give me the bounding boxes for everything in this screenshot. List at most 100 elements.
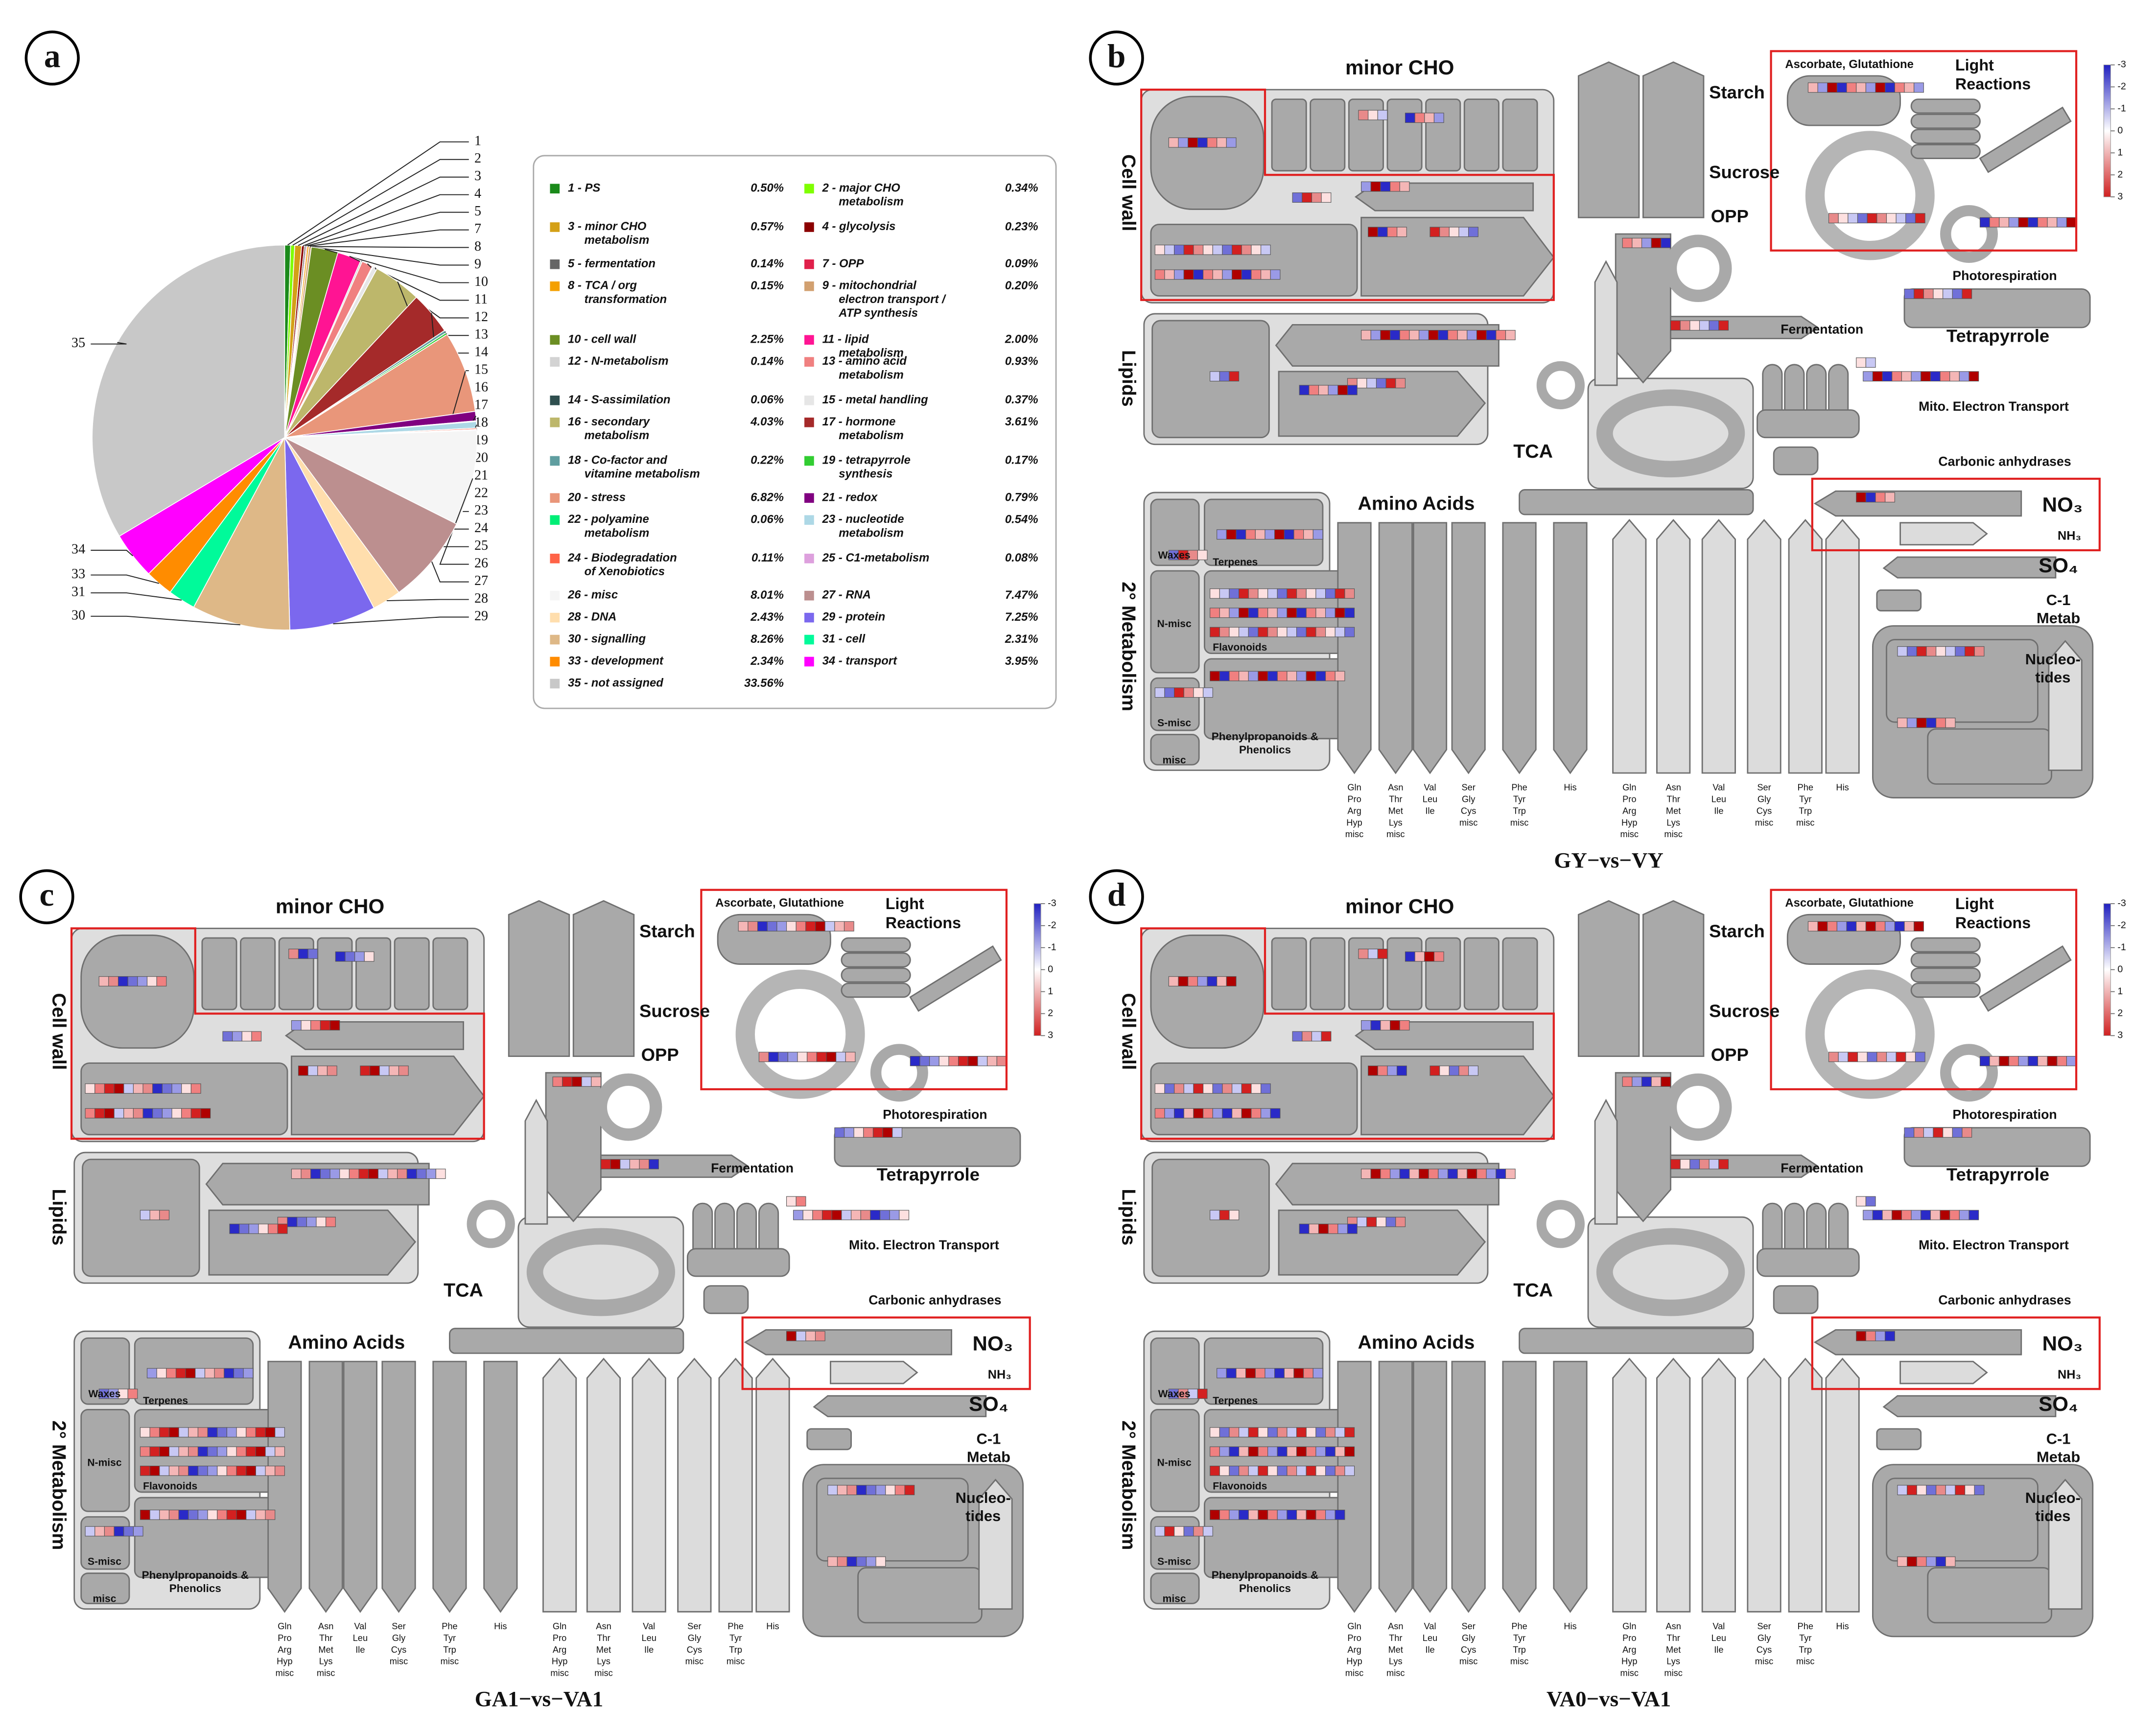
amino-group-label: misc xyxy=(1510,817,1529,827)
heatmap-cell xyxy=(1315,671,1326,681)
heatmap-cell xyxy=(1449,1065,1459,1076)
amino-group-label: Cys xyxy=(1461,805,1476,816)
callout-label: 3 xyxy=(474,168,481,184)
heatmap-cell xyxy=(1248,608,1259,618)
heatmap-cell xyxy=(1399,181,1410,192)
pathway-label: C-1 xyxy=(2046,591,2071,609)
panel-letter: b xyxy=(1107,38,1125,74)
heatmap-cell xyxy=(1907,718,1917,728)
heatmap-cell xyxy=(1212,244,1223,255)
heatmap-cell xyxy=(1836,921,1847,932)
amino-group-label: Val xyxy=(1424,782,1436,793)
heatmap-cell xyxy=(1430,227,1440,237)
scale-tick-label: 0 xyxy=(2117,964,2123,975)
pathway-label: Lipids xyxy=(1118,1189,1140,1245)
heatmap-cell xyxy=(140,1446,150,1457)
pathway-shape xyxy=(1502,522,1537,774)
heatmap-cell xyxy=(629,1159,640,1170)
pathway-shape xyxy=(1910,983,1981,998)
heatmap-cell xyxy=(301,1020,311,1030)
heatmap-cell xyxy=(1923,288,1934,299)
legend-value: 0.79% xyxy=(1005,491,1038,504)
heatmap-cell xyxy=(1309,385,1319,396)
heatmap-cell xyxy=(805,1331,816,1341)
heatmap-cell xyxy=(1337,385,1348,396)
amino-group-label: Arg xyxy=(553,1644,566,1655)
heatmap-cell xyxy=(1405,113,1415,123)
heatmap-cell xyxy=(1370,181,1381,192)
heatmap-cell xyxy=(1219,608,1230,618)
amino-group-label: misc xyxy=(441,1656,459,1666)
amino-group-label: His xyxy=(1836,782,1849,793)
callout-label: 28 xyxy=(474,591,488,606)
heatmap-cell xyxy=(1641,237,1652,248)
pathway-shape xyxy=(857,1567,983,1624)
pathway-shape xyxy=(744,1329,953,1356)
heatmap-cell xyxy=(1397,227,1407,237)
heatmap-cell xyxy=(159,1446,170,1457)
heatmap-cell xyxy=(1232,269,1242,280)
callout-label: 26 xyxy=(474,556,488,571)
heatmap-cell xyxy=(1287,1427,1297,1438)
pathway-shape xyxy=(1747,519,1781,774)
heatmap-cell xyxy=(816,1052,827,1062)
pathway-label: Waxes xyxy=(1158,550,1191,561)
heatmap-cell xyxy=(1267,1509,1278,1520)
heatmap-cell xyxy=(239,1223,249,1234)
heatmap-cell xyxy=(1817,921,1828,932)
heatmap-cell xyxy=(175,1368,186,1379)
heatmap-cell xyxy=(1239,1509,1249,1520)
pathway-label: 2° Metabolism xyxy=(1118,582,1140,711)
heatmap-cell xyxy=(1315,1446,1326,1457)
pathway-shape xyxy=(909,945,1002,1012)
heatmap-cell xyxy=(1255,529,1265,540)
pathway-label: misc xyxy=(1163,1593,1186,1605)
heatmap-cell xyxy=(1904,288,1915,299)
legend-label: 21 - redox xyxy=(822,491,878,504)
heatmap-cell xyxy=(108,976,119,986)
heatmap-cell xyxy=(1418,330,1429,340)
color-scale xyxy=(1033,903,1041,1036)
heatmap-cell xyxy=(1907,1556,1917,1567)
pathway-shape xyxy=(201,937,237,1010)
heatmap-cell xyxy=(1174,1083,1184,1094)
heatmap-cell xyxy=(1193,244,1204,255)
heatmap-cell xyxy=(853,1127,864,1138)
heatmap-cell xyxy=(1258,608,1268,618)
callout-label: 8 xyxy=(474,239,481,254)
heatmap-cell xyxy=(1447,1169,1458,1179)
amino-group-label: Ser xyxy=(392,1621,405,1631)
pathway-label: S-misc xyxy=(88,1556,121,1568)
heatmap-cell xyxy=(1366,378,1377,389)
panel-letter-ring xyxy=(1089,30,1144,86)
heatmap-cell xyxy=(275,1446,285,1457)
heatmap-cell xyxy=(204,1368,215,1379)
heatmap-cell xyxy=(1229,1427,1240,1438)
heatmap-cell xyxy=(1251,1083,1262,1094)
legend-value: 0.34% xyxy=(1005,182,1038,195)
heatmap-cell xyxy=(875,1485,886,1496)
pathway-shape xyxy=(1150,733,1200,766)
heatmap-cell xyxy=(831,1210,842,1220)
amino-group-label: Cys xyxy=(391,1644,406,1655)
heatmap-cell xyxy=(1395,1217,1406,1227)
amino-group-label: Tyr xyxy=(444,1633,456,1643)
pathway-shape xyxy=(80,1572,130,1604)
callout-label: 15 xyxy=(474,362,488,377)
callout-line xyxy=(308,246,469,248)
heatmap-cell xyxy=(1207,137,1218,148)
heatmap-cell xyxy=(168,1427,179,1438)
heatmap-cell xyxy=(786,1196,797,1207)
pathway-shape xyxy=(1463,937,1500,1010)
heatmap-cell xyxy=(301,1169,311,1179)
pathway-shape xyxy=(1502,937,1538,1010)
heatmap-cell xyxy=(1239,1446,1249,1457)
heatmap-cell xyxy=(987,1056,997,1066)
heatmap-cell xyxy=(1936,1556,1946,1567)
heatmap-cell xyxy=(827,1556,838,1567)
heatmap-cell xyxy=(1467,330,1477,340)
pathway-label: Cell wall xyxy=(1118,154,1140,231)
amino-group-label: Asn xyxy=(1665,1621,1681,1631)
pathway-label: Phenylpropanoids & xyxy=(142,1569,249,1581)
pathway-label: Sucrose xyxy=(639,1001,710,1021)
